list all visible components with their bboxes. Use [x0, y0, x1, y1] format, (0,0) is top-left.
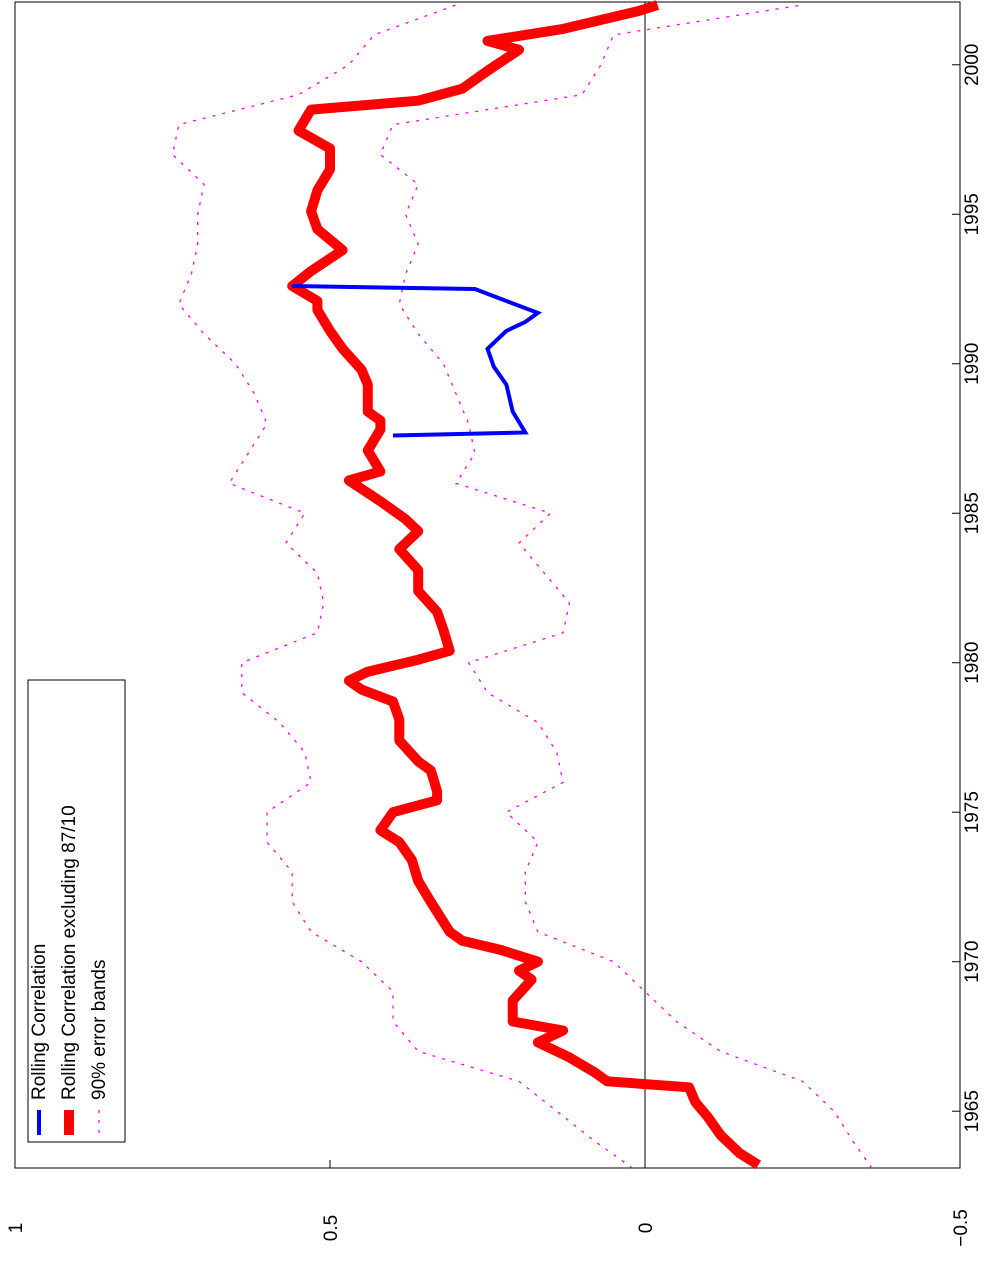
legend-label: Rolling Correlation	[29, 944, 50, 1100]
y-tick-label: 1	[6, 1223, 27, 1234]
x-tick-label: 1990	[962, 343, 983, 385]
x-tick-label: 1980	[962, 642, 983, 684]
y-tick-label: 0	[636, 1223, 657, 1234]
y-tick-label: −0.5	[951, 1209, 972, 1247]
plot-frame	[14, 1, 961, 1169]
x-tick-label: 1995	[962, 193, 983, 235]
x-tick-label: 1965	[962, 1090, 983, 1132]
legend-box	[27, 679, 126, 1143]
x-tick-label: 1985	[962, 492, 983, 534]
legend-label: Rolling Correlation excluding 87/10	[59, 805, 80, 1100]
legend-label: 90% error bands	[89, 960, 110, 1100]
series-line	[287, 0, 762, 1170]
series-line	[379, 4, 873, 1169]
x-tick-label: 2000	[962, 44, 983, 86]
legend: Rolling Correlation Rolling Correlation e…	[27, 679, 126, 1143]
y-tick-label: 0.5	[321, 1215, 342, 1241]
series-line	[292, 284, 543, 438]
x-tick-label: 1970	[962, 941, 983, 983]
x-tick-label: 1975	[962, 791, 983, 833]
series-line	[171, 4, 633, 1169]
